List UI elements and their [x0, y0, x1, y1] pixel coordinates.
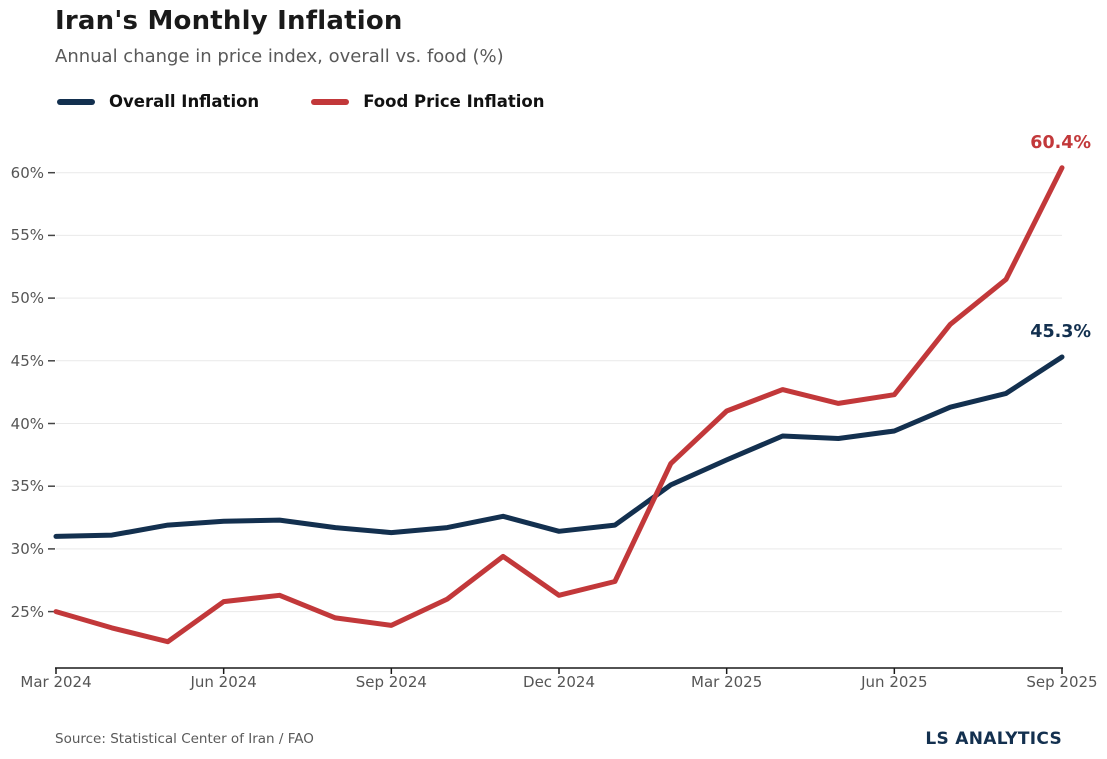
- legend-label-food: Food Price Inflation: [363, 92, 545, 111]
- x-axis-tick-label: Jun 2025: [861, 673, 928, 691]
- x-axis-tick-label: Mar 2025: [691, 673, 763, 691]
- chart-subtitle: Annual change in price index, overall vs…: [55, 46, 504, 67]
- overall-end-value-label: 45.3%: [1030, 322, 1091, 342]
- food-line-swatch-icon: [311, 98, 350, 105]
- brand-logo: LS ANALYTICS: [925, 729, 1062, 749]
- y-axis-tick-label: 25%: [10, 602, 44, 621]
- source-note: Source: Statistical Center of Iran / FAO: [55, 731, 314, 747]
- food-end-value-label: 60.4%: [1030, 133, 1091, 153]
- y-axis-tick-label: 55%: [10, 226, 44, 245]
- x-axis-tick-label: Mar 2024: [20, 673, 92, 691]
- legend-item-food: Food Price Inflation: [311, 92, 545, 111]
- legend-label-overall: Overall Inflation: [109, 92, 260, 111]
- y-axis-tick-label: 50%: [10, 289, 44, 308]
- x-axis-tick-label: Jun 2024: [190, 673, 257, 691]
- overall-inflation-line: [53, 354, 1065, 539]
- x-axis-tick-label: Dec 2024: [523, 673, 595, 691]
- chart-legend: Overall Inflation Food Price Inflation: [57, 92, 545, 111]
- x-axis-tick-label: Sep 2025: [1026, 673, 1098, 691]
- page-title: Iran's Monthly Inflation: [55, 6, 403, 36]
- y-axis-tick-label: 35%: [10, 477, 44, 496]
- overall-line-swatch-icon: [57, 98, 95, 105]
- y-axis-tick-label: 45%: [10, 351, 44, 370]
- food-price-inflation-line: [53, 165, 1065, 645]
- x-axis-tick-label: Sep 2024: [355, 673, 427, 691]
- y-axis-tick-label: 40%: [10, 414, 44, 433]
- y-axis-tick-label: 30%: [10, 539, 44, 558]
- legend-item-overall: Overall Inflation: [57, 92, 259, 111]
- y-axis-tick-label: 60%: [10, 163, 44, 182]
